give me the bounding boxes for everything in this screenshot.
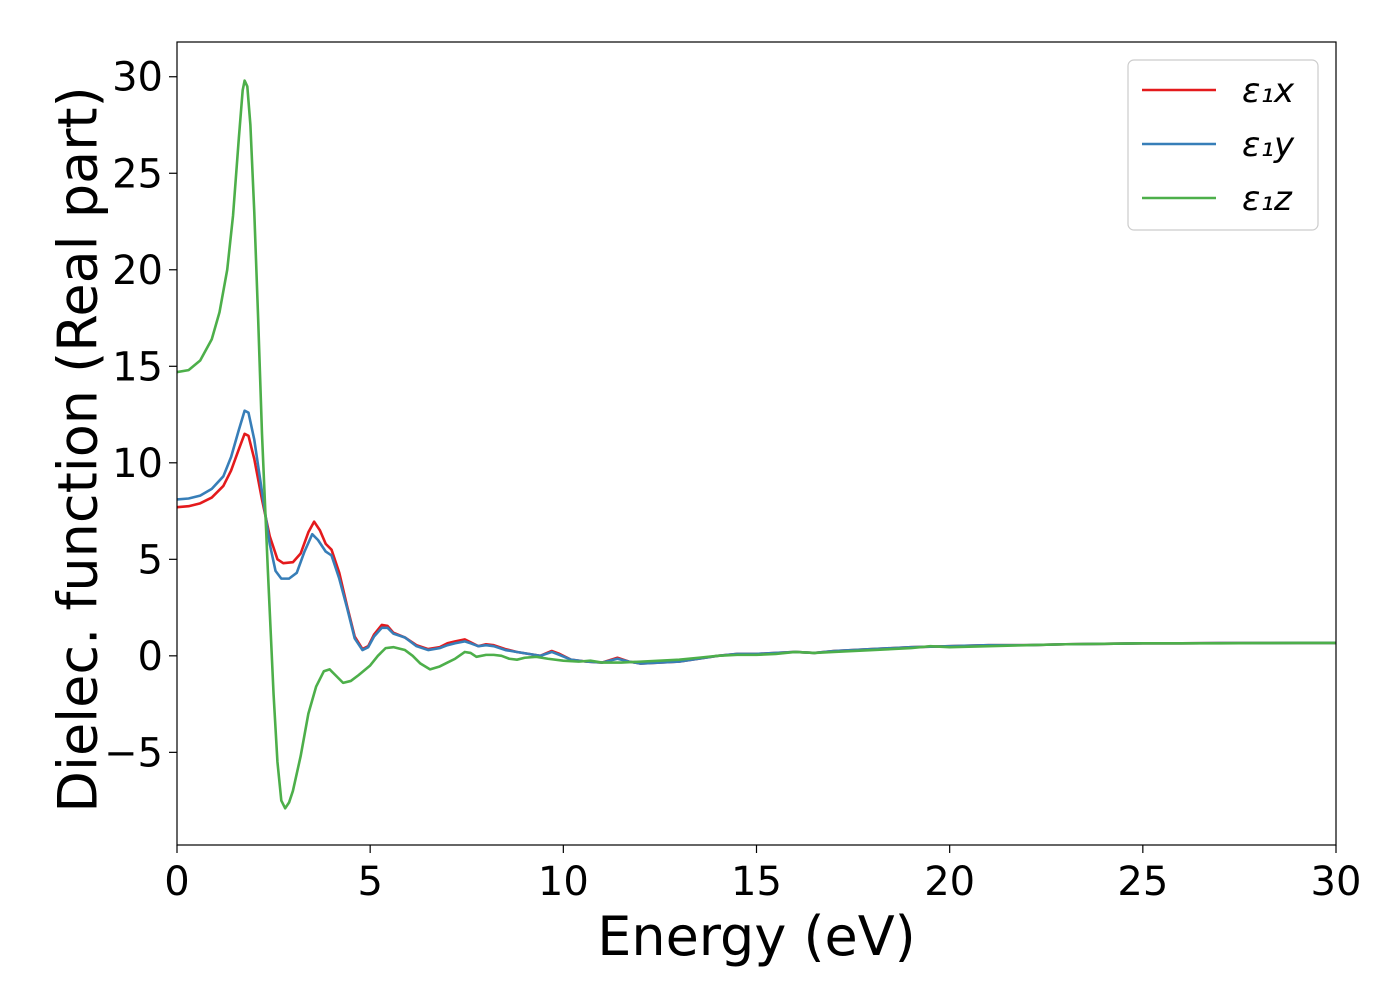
legend: ε₁x ε₁y ε₁z <box>1127 59 1319 231</box>
y-tick-label: −5 <box>104 730 163 776</box>
legend-item: ε₁y <box>1142 125 1295 165</box>
x-tick-label: 30 <box>1311 859 1362 905</box>
legend-label: ε₁x <box>1242 71 1295 111</box>
legend-item: ε₁z <box>1142 179 1293 219</box>
x-tick-label: 0 <box>164 859 189 905</box>
legend-label: ε₁z <box>1242 179 1293 219</box>
y-axis-label: Dielec. function (Real part) <box>47 86 110 812</box>
y-tick-label: 30 <box>112 55 163 101</box>
x-tick-label: 15 <box>731 859 782 905</box>
x-tick-label: 25 <box>1117 859 1168 905</box>
x-tick-label: 20 <box>924 859 975 905</box>
y-tick-label: 0 <box>138 634 163 680</box>
x-axis: 0 5 10 15 20 25 30 <box>164 845 1361 905</box>
x-axis-label: Energy (eV) <box>597 905 916 968</box>
y-tick-label: 5 <box>138 537 163 583</box>
series-line-3 <box>177 79 1336 810</box>
legend-label: ε₁y <box>1242 125 1295 165</box>
series-line-1 <box>177 432 1336 665</box>
legend-box <box>1127 59 1319 231</box>
y-tick-label: 25 <box>112 151 163 197</box>
x-tick-label: 10 <box>538 859 589 905</box>
y-tick-label: 10 <box>112 441 163 487</box>
y-axis: −5 0 5 10 15 20 25 30 <box>104 55 177 776</box>
plot-lines <box>177 79 1336 810</box>
legend-item: ε₁x <box>1142 71 1295 111</box>
y-tick-label: 15 <box>112 344 163 390</box>
y-tick-label: 20 <box>112 248 163 294</box>
x-tick-label: 5 <box>357 859 382 905</box>
series-line-2 <box>177 409 1336 665</box>
